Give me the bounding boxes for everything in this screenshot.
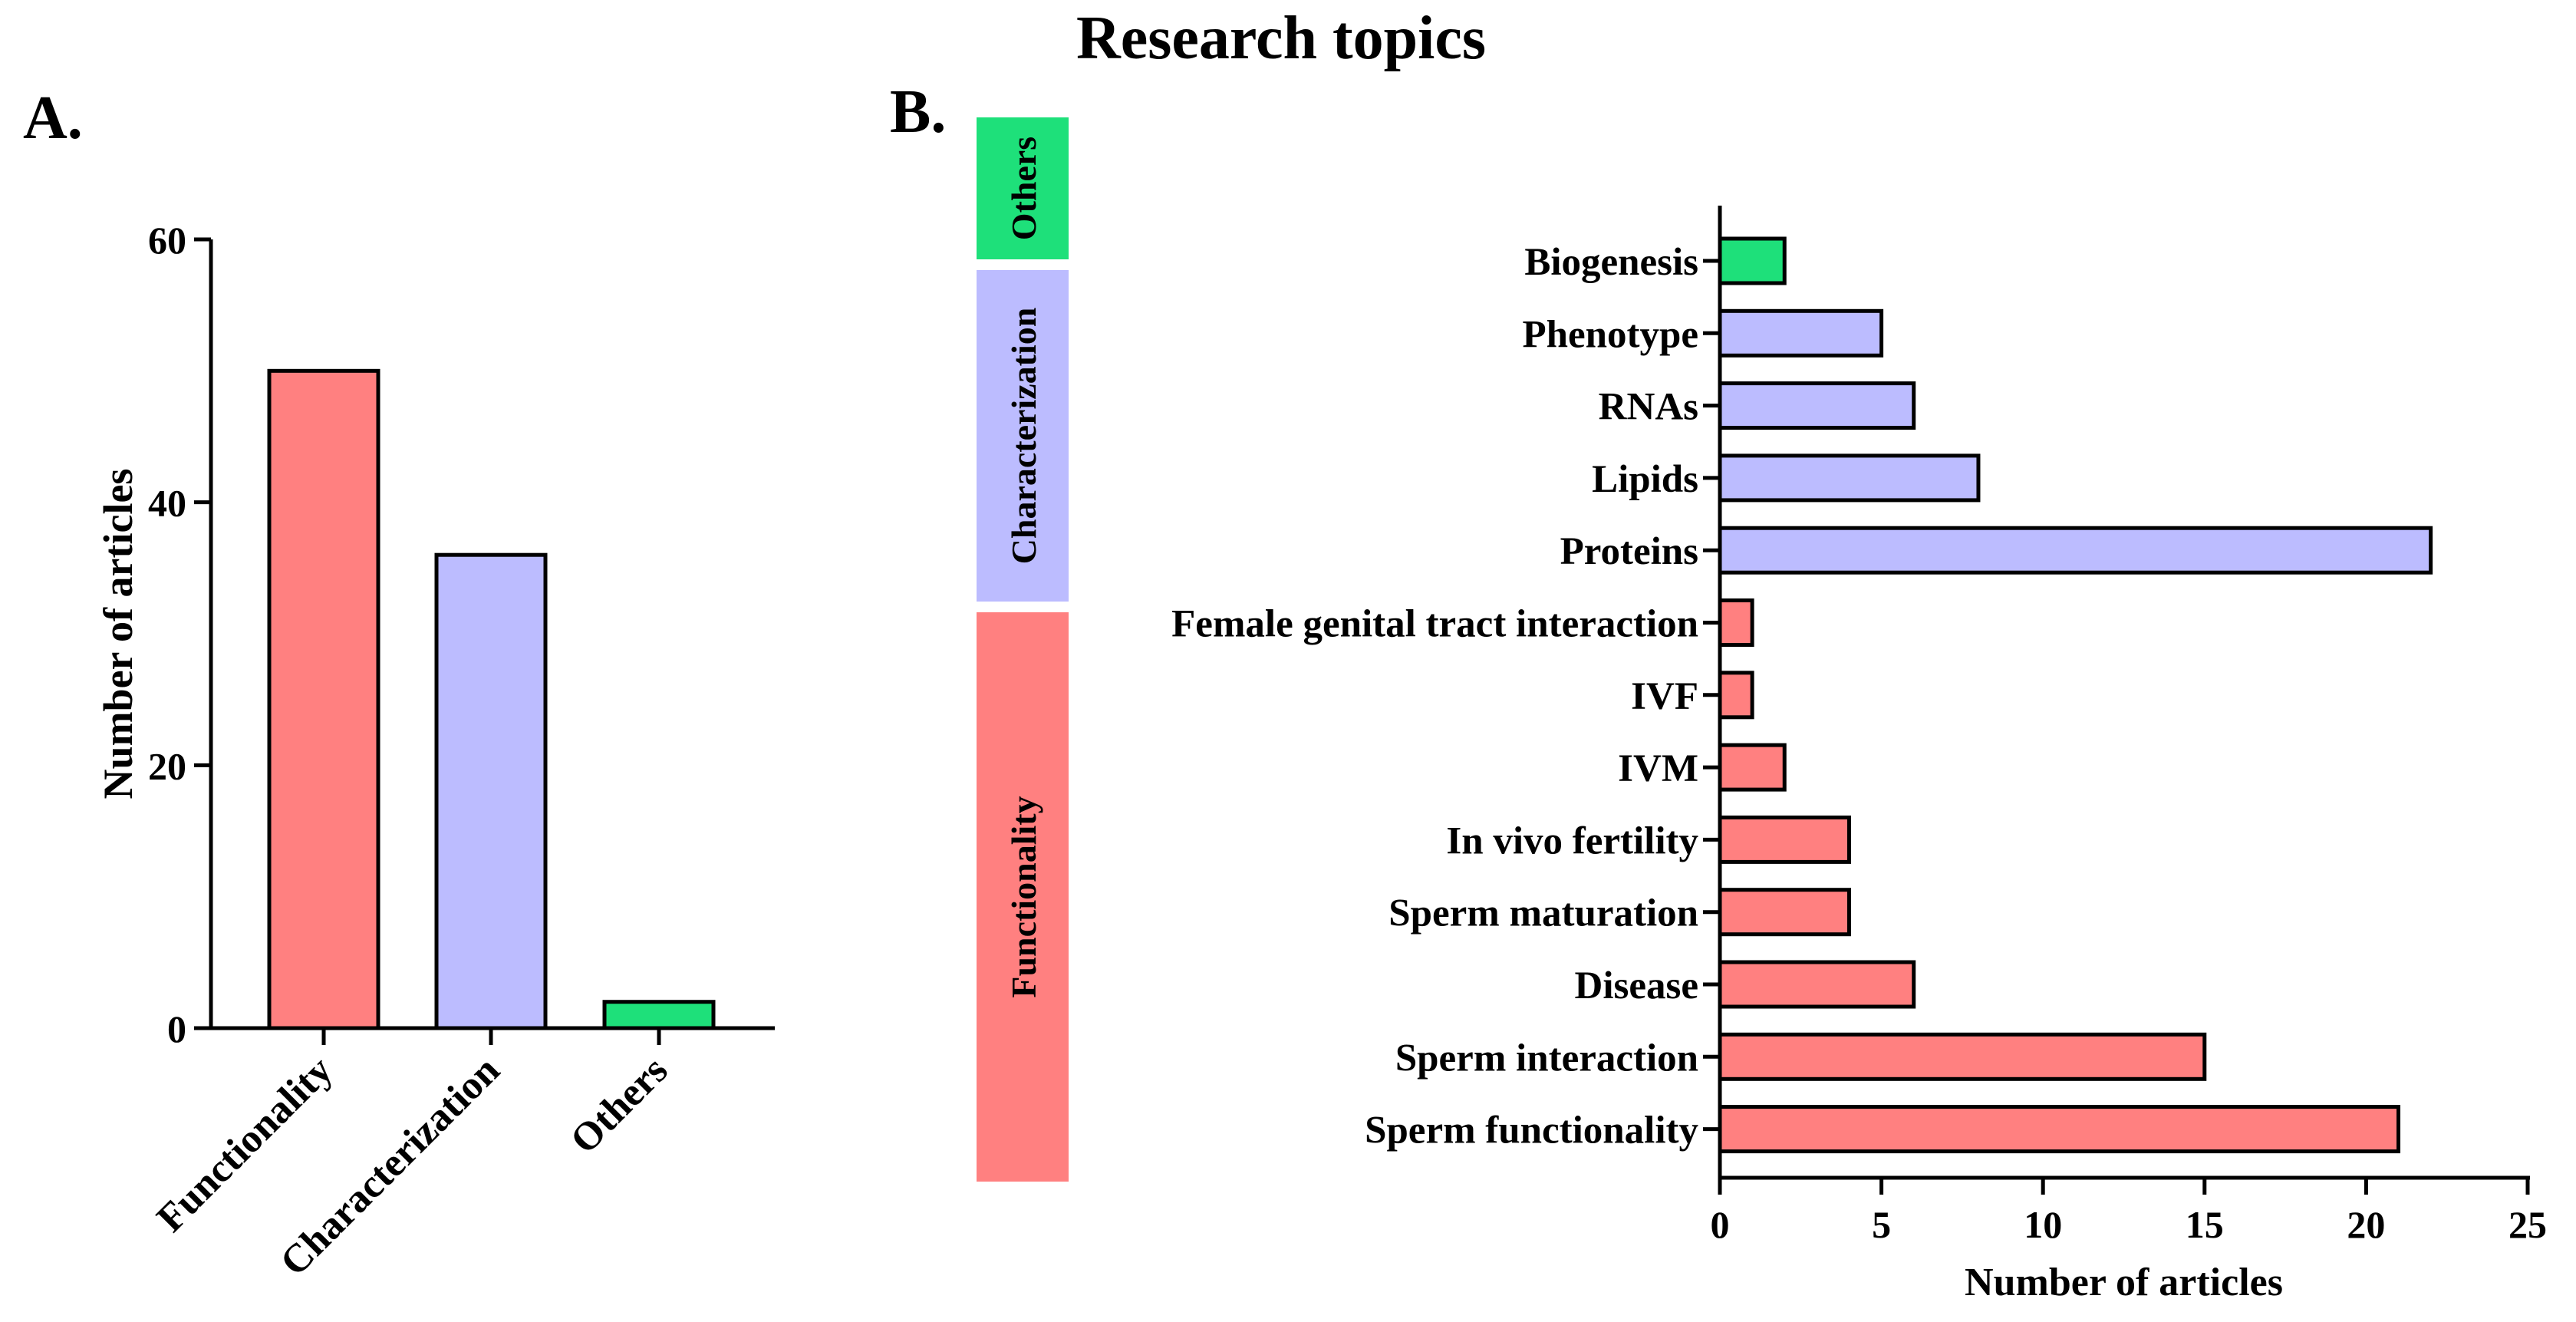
panel-b-bar-sperm-maturation [1718, 888, 1851, 937]
panel-b-bar-disease [1718, 960, 1916, 1009]
panel-b-x-tick-label: 5 [1872, 1203, 1891, 1246]
panel-b-y-tick-label: Sperm interaction [1395, 1037, 1698, 1080]
panel-b-bar-in-vivo-fertility [1718, 815, 1851, 864]
panel-b-label: B. [890, 78, 946, 146]
panel-b-x-tick-label: 10 [2024, 1203, 2062, 1246]
panel-b-bar-sperm-functionality [1718, 1105, 2401, 1154]
panel-b-x-tick-label: 15 [2186, 1203, 2224, 1246]
panel-b-group-strip-characterization [977, 270, 1069, 602]
panel-a-x-tick-label: Functionality [149, 1048, 341, 1241]
panel-b-y-tick-label: Phenotype [1523, 313, 1699, 356]
panel-b-x-axis-label: Number of articles [1965, 1261, 2283, 1304]
panel-a-y-tick-label: 60 [148, 219, 186, 262]
panel-a-bar-others [602, 1000, 716, 1030]
panel-b-y-tick-label: Proteins [1560, 530, 1698, 573]
panel-a-label: A. [23, 84, 83, 152]
panel-b-y-tick-label: RNAs [1599, 386, 1698, 429]
panel-b-bar-lipids [1718, 453, 1981, 503]
panel-b-x-tick-label: 20 [2347, 1203, 2385, 1246]
panel-b-y-tick-label: IVM [1618, 747, 1698, 790]
panel-b-bar-ivf [1718, 671, 1754, 720]
panel-b-group-label-functionality: Functionality [1004, 796, 1043, 997]
figure-title: Research topics [1076, 5, 1486, 72]
panel-a-y-tick-label: 20 [148, 744, 186, 787]
panel-b-bar-biogenesis [1718, 236, 1787, 285]
panel-b-x-tick-label: 25 [2508, 1203, 2547, 1246]
panel-b-y-tick-label: Lipids [1592, 458, 1698, 501]
panel-b-y-tick-label: IVF [1631, 675, 1698, 718]
panel-a-y-tick-label: 40 [148, 482, 186, 525]
panel-b-y-tick-label: Disease [1575, 964, 1698, 1007]
panel-b-y-tick-label: Biogenesis [1524, 241, 1698, 284]
panel-b-group-label-others: Others [1004, 137, 1043, 240]
panel-b-bar-proteins [1718, 526, 2433, 575]
panel-b-group-label-characterization: Characterization [1004, 308, 1043, 565]
panel-a-y-axis-label: Number of articles [95, 469, 141, 799]
panel-a-y-tick-label: 0 [167, 1007, 186, 1050]
panel-a-bar-characterization [434, 552, 548, 1030]
panel-b-x-tick-label: 0 [1711, 1203, 1730, 1246]
panel-b-group-strip-others [977, 117, 1069, 259]
panel-b-bar-rnas [1718, 381, 1916, 430]
panel-b-y-tick-label: Sperm maturation [1388, 892, 1698, 935]
panel-b-horizontal-bar-chart: Others Characterization Functionality 0 5 10 1… [977, 117, 2547, 1304]
panel-b-y-tick-label: Sperm functionality [1365, 1109, 1698, 1152]
panel-b-bar-ivm [1718, 743, 1787, 792]
panel-a-bar-functionality [267, 368, 380, 1030]
panel-b-bar-sperm-interaction [1718, 1032, 2207, 1081]
panel-b-y-tick-label: Female genital tract interaction [1171, 603, 1698, 646]
panel-a-x-tick-label: Others [562, 1048, 677, 1162]
panel-b-bar-female-genital-tract-interaction [1718, 598, 1754, 647]
panel-b-group-strip-functionality [977, 612, 1069, 1182]
panel-b-bar-phenotype [1718, 308, 1884, 358]
panel-b-y-tick-label: In vivo fertility [1446, 819, 1698, 862]
